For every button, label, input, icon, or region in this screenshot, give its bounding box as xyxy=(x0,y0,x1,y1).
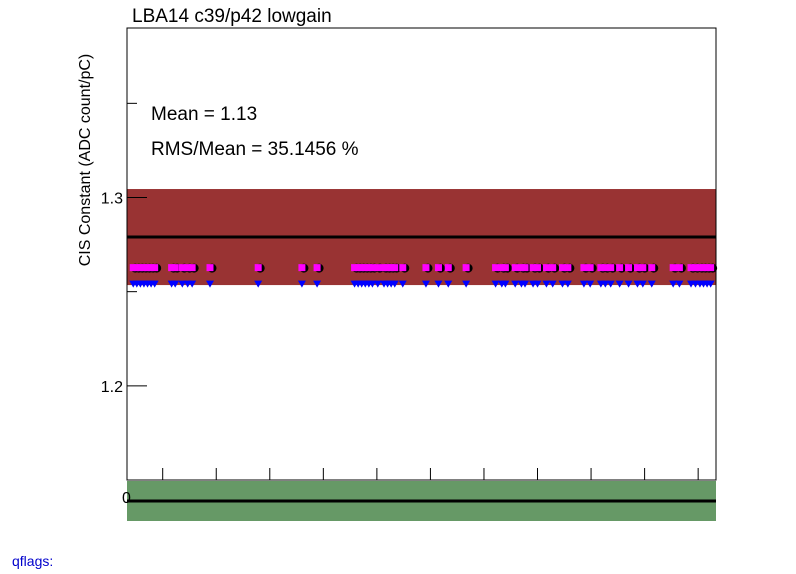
magenta-square-marker xyxy=(492,264,499,271)
magenta-square-marker xyxy=(522,264,529,271)
magenta-square-marker xyxy=(463,264,470,271)
magenta-square-marker xyxy=(670,264,677,271)
magenta-square-marker xyxy=(512,264,519,271)
magenta-square-marker xyxy=(625,264,632,271)
magenta-square-marker xyxy=(648,264,655,271)
magenta-square-marker xyxy=(422,264,429,271)
magenta-square-marker xyxy=(255,264,262,271)
magenta-square-marker xyxy=(206,264,213,271)
magenta-square-marker xyxy=(151,264,158,271)
magenta-square-marker xyxy=(399,264,406,271)
mean-stat: Mean = 1.13 xyxy=(151,104,257,126)
magenta-square-marker xyxy=(435,264,442,271)
magenta-square-marker xyxy=(616,264,623,271)
magenta-square-marker xyxy=(189,264,196,271)
x-axis xyxy=(163,468,698,480)
y-tick-label: 1.2 xyxy=(101,379,123,396)
x-origin-label: 0 xyxy=(122,490,131,507)
chart-title: LBA14 c39/p42 lowgain xyxy=(132,6,332,28)
magenta-square-marker xyxy=(580,264,587,271)
y-axis-label: CIS Constant (ADC count/pC) xyxy=(77,54,95,267)
rms-stat: RMS/Mean = 35.1456 % xyxy=(151,139,359,161)
y-axis: 1.2 1.3 xyxy=(101,103,147,480)
magenta-square-marker xyxy=(543,264,550,271)
lower-band-layer: 0 xyxy=(122,481,716,521)
magenta-square-marker xyxy=(314,264,321,271)
magenta-square-marker xyxy=(676,264,683,271)
magenta-square-marker xyxy=(607,264,614,271)
magenta-square-marker xyxy=(564,264,571,271)
magenta-square-marker xyxy=(172,264,179,271)
magenta-square-marker xyxy=(534,264,541,271)
magenta-square-marker xyxy=(374,264,381,271)
magenta-square-marker xyxy=(502,264,509,271)
magenta-square-marker xyxy=(639,264,646,271)
magenta-square-marker xyxy=(549,264,556,271)
magenta-square-marker xyxy=(707,264,714,271)
qflags-label: qflags: xyxy=(12,553,53,569)
magenta-square-marker xyxy=(298,264,305,271)
y-tick-label: 1.3 xyxy=(101,191,123,208)
magenta-square-marker xyxy=(391,264,398,271)
magenta-square-marker xyxy=(445,264,452,271)
magenta-square-marker xyxy=(587,264,594,271)
